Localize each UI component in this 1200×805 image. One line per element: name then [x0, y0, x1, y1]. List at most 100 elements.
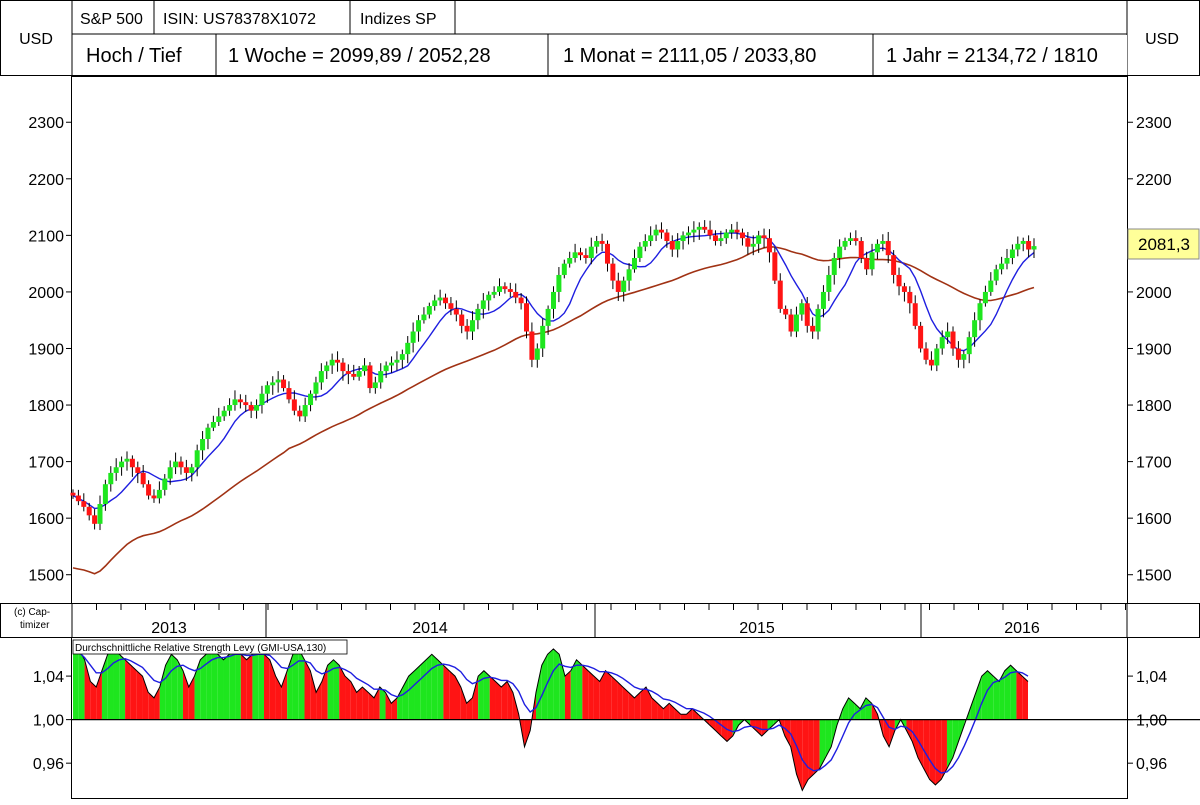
- indicator-axis-right: 1,04 1,00 0,96: [1127, 669, 1167, 773]
- candle-body: [826, 274, 832, 292]
- indicator-area: [634, 692, 641, 720]
- indicator-area: [362, 686, 369, 720]
- candle-body: [540, 325, 546, 349]
- indicator-area: [275, 676, 282, 720]
- indicator-area: [304, 659, 311, 720]
- candle-body: [972, 320, 978, 338]
- candle-body: [232, 399, 238, 406]
- candle-body: [626, 269, 632, 281]
- indicator-area: [970, 692, 976, 720]
- candle-body: [270, 382, 276, 386]
- indicator-area: [182, 670, 189, 720]
- candle-body: [545, 308, 551, 326]
- indicator-area: [455, 676, 461, 720]
- candle-body: [955, 348, 961, 360]
- indicator-area: [952, 719, 959, 758]
- indicator-area: [287, 654, 293, 720]
- candle-body: [140, 472, 146, 485]
- candle-body: [988, 280, 994, 292]
- candle-body: [901, 286, 907, 292]
- candle-body: [86, 506, 92, 516]
- candle-body: [772, 252, 778, 281]
- candle-body: [340, 362, 346, 372]
- candle-body: [529, 331, 535, 360]
- indicator-area: [547, 648, 554, 720]
- indicator-tick-left: 1,04: [33, 669, 64, 686]
- candle-body: [745, 238, 751, 247]
- indicator-axis-left: 1,04 1,00 0,96: [33, 669, 72, 773]
- candle-body: [421, 314, 427, 321]
- candle-body: [394, 359, 400, 363]
- price-tick-right: 2000: [1136, 285, 1172, 302]
- candle-body: [81, 501, 87, 507]
- candle-body: [410, 331, 416, 343]
- candle-body: [297, 410, 303, 417]
- candle-body: [264, 385, 270, 394]
- price-tick-right: 2300: [1136, 115, 1172, 132]
- candle-body: [815, 308, 821, 332]
- hoch-tief-label: Hoch / Tief: [86, 45, 182, 67]
- candle-body: [675, 241, 681, 250]
- indicator-area: [142, 676, 149, 720]
- candle-body: [367, 365, 373, 389]
- candle-body: [761, 235, 767, 239]
- candle-body: [459, 314, 465, 326]
- indicator-area: [483, 670, 490, 720]
- indicator-area: [767, 719, 774, 731]
- indicator-area: [790, 719, 797, 775]
- year-label-2015: 2015: [739, 620, 775, 637]
- indicator-tick-right: 1,04: [1136, 669, 1167, 686]
- candle-body: [432, 300, 438, 307]
- price-tick-left: 1800: [28, 398, 64, 415]
- candle-body: [907, 291, 913, 304]
- candle-body: [383, 365, 389, 372]
- indicator-area: [657, 703, 664, 720]
- copyright-line1: (c) Cap-: [14, 607, 50, 618]
- candle-body: [896, 274, 902, 287]
- candle-body: [696, 226, 702, 230]
- indicator-area: [316, 681, 322, 720]
- candle-body: [766, 238, 772, 253]
- candle-body: [928, 359, 934, 366]
- info-instrument: S&P 500: [80, 11, 143, 28]
- indicator-area: [848, 697, 855, 720]
- indicator-area: [559, 654, 565, 720]
- indicator-area: [530, 692, 537, 731]
- price-panel: 1500 1600 1700 1800 1900 2000 2100 2200 2300 150…: [28, 76, 1200, 604]
- year-range: 1 Jahr = 2134,72 / 1810: [886, 45, 1098, 67]
- candle-body: [362, 365, 368, 372]
- candle-body: [756, 235, 762, 244]
- candle-body: [167, 467, 173, 479]
- indicator-area: [125, 659, 131, 720]
- candle-body: [178, 461, 184, 468]
- candle-body: [847, 238, 853, 242]
- price-tick-right: 1700: [1136, 455, 1172, 472]
- candle-body: [869, 252, 875, 270]
- indicator-area: [564, 670, 571, 720]
- candle-body: [950, 331, 956, 349]
- candle-body: [793, 314, 799, 332]
- candle-body: [75, 495, 81, 502]
- candle-body: [707, 229, 713, 236]
- candle-body: [227, 405, 233, 411]
- indicator-area: [298, 648, 305, 720]
- indicator-area: [553, 648, 560, 720]
- candle-body: [842, 241, 848, 247]
- candle-body: [221, 410, 227, 417]
- candle-body: [70, 492, 76, 496]
- candle-body: [389, 362, 395, 366]
- candle-body: [837, 246, 843, 258]
- indicator-area: [883, 719, 890, 747]
- indicator-area: [1004, 665, 1011, 720]
- indicator-area: [217, 654, 224, 720]
- price-tick-left: 1600: [28, 511, 64, 528]
- candle-body: [286, 388, 292, 400]
- candle-body: [475, 308, 481, 321]
- indicator-area: [784, 719, 791, 747]
- candle-body: [961, 354, 967, 360]
- candle-body: [162, 478, 168, 490]
- candle-body: [799, 303, 805, 315]
- candle-body: [669, 241, 675, 250]
